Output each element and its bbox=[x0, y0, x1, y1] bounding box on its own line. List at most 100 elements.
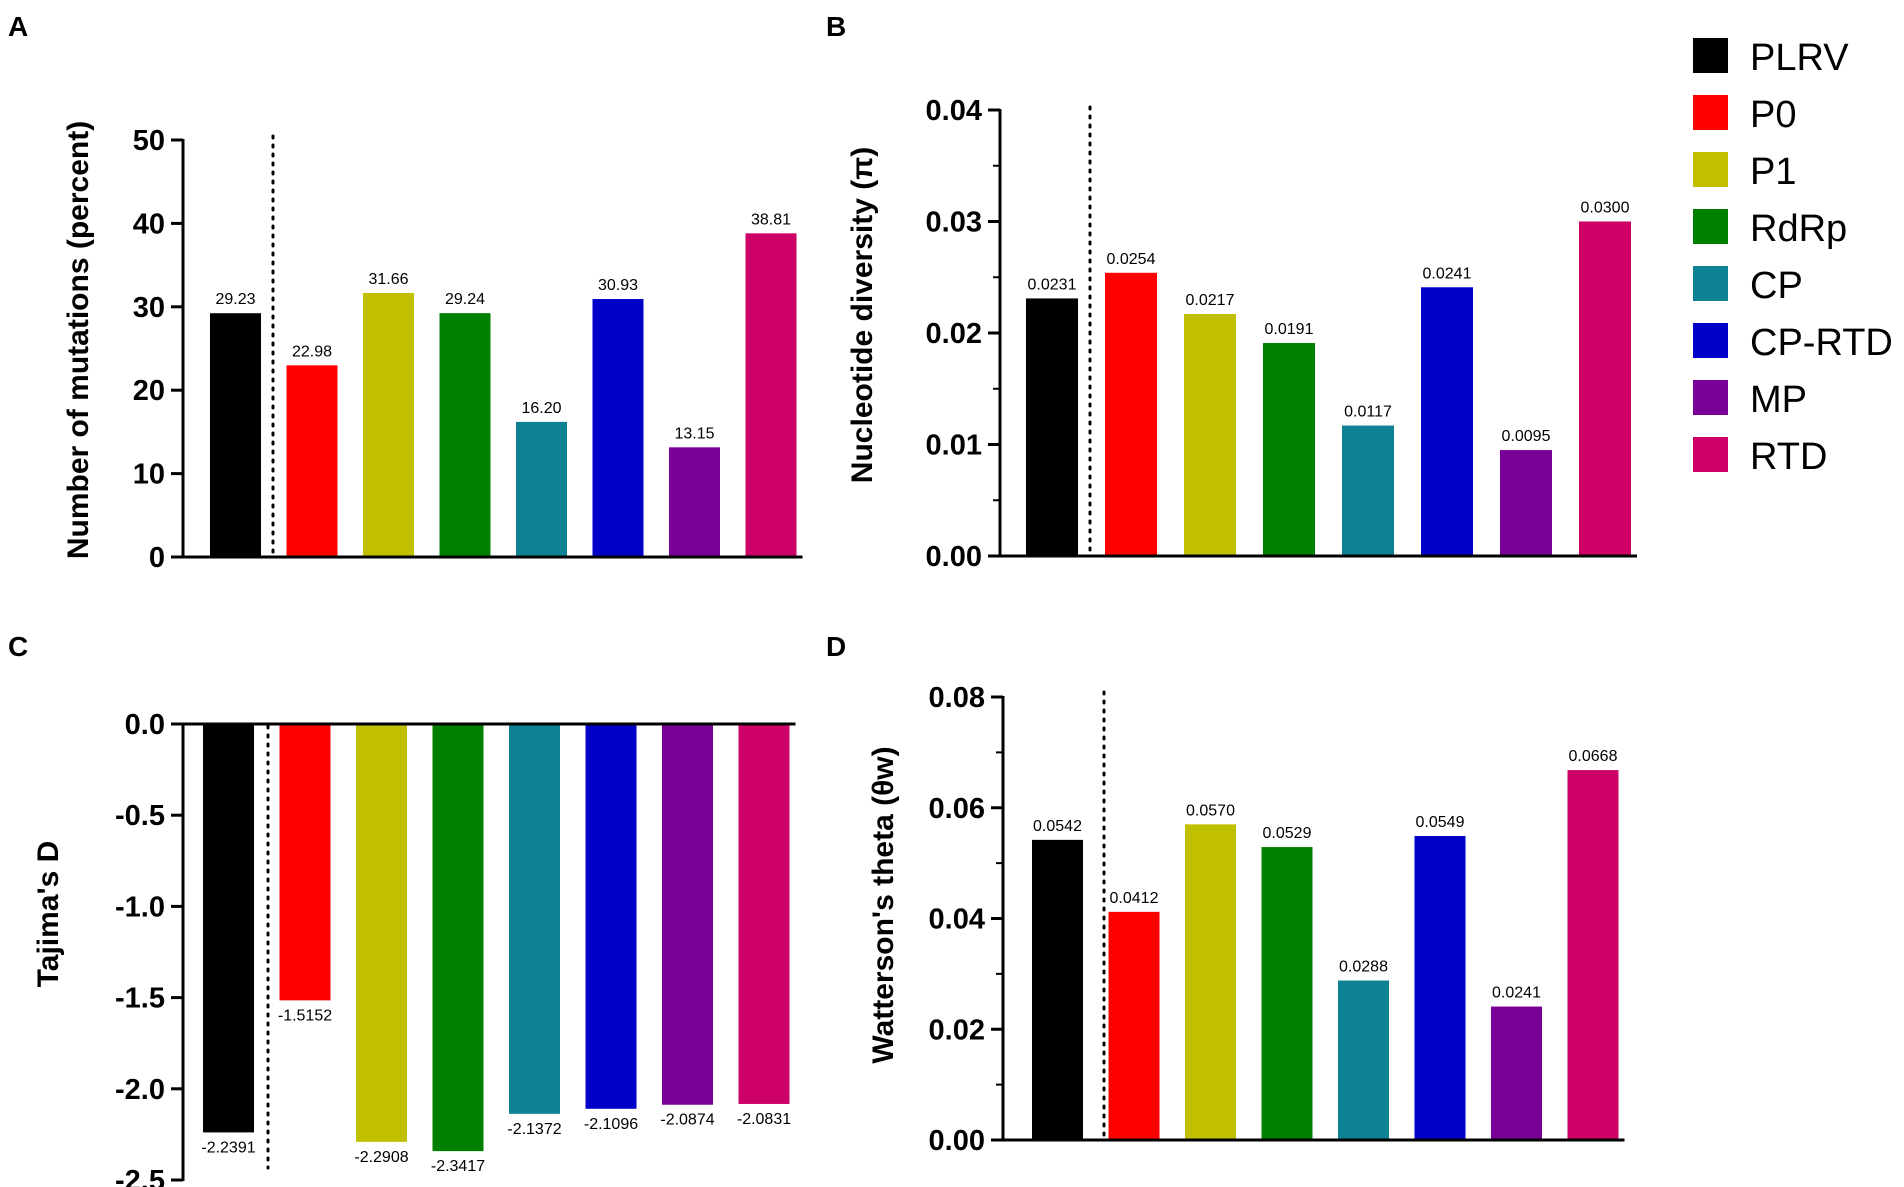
panel-c-bar-plrv bbox=[203, 724, 254, 1133]
legend-label-rdrp: RdRp bbox=[1750, 208, 1847, 250]
panel-c-data-label: -2.1096 bbox=[584, 1116, 638, 1133]
panel-c-data-label: -2.2391 bbox=[201, 1139, 255, 1156]
panel-c-bar-mp bbox=[662, 724, 713, 1105]
panel-b-y-tick-label: 0.00 bbox=[926, 541, 982, 573]
legend-label-p1: P1 bbox=[1750, 151, 1796, 193]
panel-a-data-label: 31.66 bbox=[368, 271, 408, 288]
panel-d-data-label: 0.0668 bbox=[1569, 748, 1618, 765]
panel-a-data-label: 22.98 bbox=[292, 343, 332, 360]
panel-a-bar-rdrp bbox=[439, 313, 491, 557]
legend-label-plrv: PLRV bbox=[1750, 37, 1849, 79]
panel-c-data-label: -2.1372 bbox=[507, 1121, 561, 1138]
panel-d-data-label: 0.0570 bbox=[1186, 802, 1235, 819]
panel-d-bar-p0 bbox=[1108, 911, 1160, 1140]
panel-d-y-tick-label: 0.04 bbox=[929, 904, 985, 936]
panel-b-y-tick-label: 0.04 bbox=[926, 95, 982, 127]
panel-c-y-tick-label: -0.5 bbox=[115, 800, 165, 832]
panel-d-y-tick-label: 0.00 bbox=[929, 1125, 985, 1157]
panel-a-data-label: 30.93 bbox=[598, 277, 638, 294]
panel-a-bar-cp bbox=[516, 421, 567, 557]
legend-swatch-rdrp bbox=[1693, 209, 1728, 244]
panel-c-y-tick-label: -2.5 bbox=[115, 1165, 165, 1187]
panel-b-bar-cp bbox=[1342, 425, 1394, 556]
panel-a-bar-cp-rtd bbox=[592, 299, 644, 557]
panel-a-data-label: 16.20 bbox=[521, 400, 561, 417]
panel-letter-b: B bbox=[826, 11, 846, 42]
panel-b-y-tick-label: 0.03 bbox=[926, 207, 982, 239]
panel-b-bar-plrv bbox=[1026, 298, 1078, 556]
panel-c-ylabel: Tajima's D bbox=[32, 841, 65, 988]
panel-a-y-tick-label: 20 bbox=[133, 375, 165, 407]
panel-b-data-label: 0.0254 bbox=[1107, 251, 1156, 268]
panel-b-bar-rtd bbox=[1579, 221, 1631, 556]
panel-c-y-tick-label: 0.0 bbox=[125, 709, 165, 741]
panel-d-y-tick-label: 0.06 bbox=[929, 793, 985, 825]
panel-c-data-label: -2.0874 bbox=[660, 1112, 714, 1129]
panel-b-bar-rdrp bbox=[1263, 343, 1315, 556]
panel-d-bar-rtd bbox=[1567, 770, 1619, 1140]
panel-d-ylabel: Watterson's theta (θw) bbox=[867, 746, 900, 1063]
panel-a-y-tick-label: 0 bbox=[149, 542, 165, 574]
panel-d-data-label: 0.0412 bbox=[1110, 890, 1159, 907]
panel-c-bar-cp-rtd bbox=[585, 724, 637, 1109]
panel-a-y-tick-label: 30 bbox=[133, 292, 165, 324]
panel-d-bar-cp-rtd bbox=[1414, 835, 1466, 1140]
panel-b-data-label: 0.0191 bbox=[1265, 321, 1314, 338]
panel-d-data-label: 0.0241 bbox=[1492, 985, 1541, 1002]
panel-a-bar-p0 bbox=[286, 365, 338, 557]
panel-a-data-label: 13.15 bbox=[674, 425, 714, 442]
panel-a-data-label: 29.24 bbox=[445, 291, 485, 308]
panel-c-bar-cp bbox=[509, 724, 560, 1114]
panel-b-data-label: 0.0300 bbox=[1581, 200, 1630, 217]
legend: PLRV P0 P1 RdRp CP CP-RTD MP RTD bbox=[1693, 37, 1893, 478]
legend-swatch-cp bbox=[1693, 266, 1728, 301]
panel-b-data-label: 0.0217 bbox=[1186, 292, 1235, 309]
panel-d-data-label: 0.0542 bbox=[1033, 818, 1082, 835]
panel-b-bar-cp-rtd bbox=[1421, 287, 1473, 556]
panel-a-data-label: 29.23 bbox=[215, 291, 255, 308]
panel-d-y-tick-label: 0.02 bbox=[929, 1014, 985, 1046]
legend-swatch-p0 bbox=[1693, 95, 1728, 130]
panel-c: C Tajima's D -2.2391 -1.5152 -2.2908 -2.341… bbox=[8, 631, 796, 1187]
panel-b-data-label: 0.0095 bbox=[1502, 428, 1551, 445]
panel-c-bar-rtd bbox=[738, 724, 790, 1104]
legend-swatch-p1 bbox=[1693, 152, 1728, 187]
panel-b-data-label: 0.0117 bbox=[1344, 404, 1392, 421]
panel-d: D Watterson's theta (θw) 0.0542 0.0412 0.0… bbox=[826, 631, 1625, 1157]
legend-swatch-cp-rtd bbox=[1693, 323, 1728, 358]
panel-b: B Nucleotide diversity (π) 0.0231 0.0254 0… bbox=[826, 11, 1637, 573]
panel-a-y-tick-label: 10 bbox=[133, 459, 165, 491]
panel-c-data-label: -2.2908 bbox=[354, 1149, 408, 1166]
panel-d-bar-rdrp bbox=[1261, 847, 1313, 1140]
panel-d-bar-cp bbox=[1338, 980, 1389, 1140]
panel-c-y-tick-label: -1.5 bbox=[115, 983, 165, 1015]
panel-letter-d: D bbox=[826, 631, 846, 662]
panel-d-bar-p1 bbox=[1185, 824, 1236, 1140]
legend-swatch-mp bbox=[1693, 380, 1728, 415]
panel-a-ylabel: Number of mutations (percent) bbox=[62, 121, 95, 559]
panel-letter-c: C bbox=[8, 631, 28, 662]
panel-a: A Number of mutations (percent) 29.23 22.… bbox=[8, 11, 803, 574]
panel-b-data-label: 0.0241 bbox=[1423, 265, 1472, 282]
panel-letter-a: A bbox=[8, 11, 28, 42]
panel-b-bar-p1 bbox=[1184, 314, 1236, 556]
panel-c-y-tick-label: -1.0 bbox=[115, 891, 165, 923]
panel-c-bar-p1 bbox=[356, 724, 407, 1142]
legend-label-p0: P0 bbox=[1750, 94, 1796, 136]
panel-b-bar-p0 bbox=[1105, 272, 1157, 556]
legend-swatch-plrv bbox=[1693, 38, 1728, 73]
panel-a-bar-rtd bbox=[745, 233, 797, 558]
panel-b-bar-mp bbox=[1500, 450, 1552, 556]
panel-a-data-label: 38.81 bbox=[751, 211, 791, 228]
panel-d-data-label: 0.0549 bbox=[1416, 814, 1465, 831]
panel-d-data-label: 0.0529 bbox=[1263, 825, 1312, 842]
panel-d-y-tick-label: 0.08 bbox=[929, 682, 985, 714]
panel-a-bar-plrv bbox=[210, 313, 261, 557]
legend-label-cp: CP bbox=[1750, 265, 1803, 307]
panel-c-data-label: -2.0831 bbox=[737, 1111, 791, 1128]
panel-b-y-tick-label: 0.01 bbox=[926, 430, 982, 462]
panel-c-data-label: -1.5152 bbox=[278, 1007, 332, 1024]
panel-b-ylabel: Nucleotide diversity (π) bbox=[846, 147, 879, 483]
panel-b-y-tick-label: 0.02 bbox=[926, 318, 982, 350]
